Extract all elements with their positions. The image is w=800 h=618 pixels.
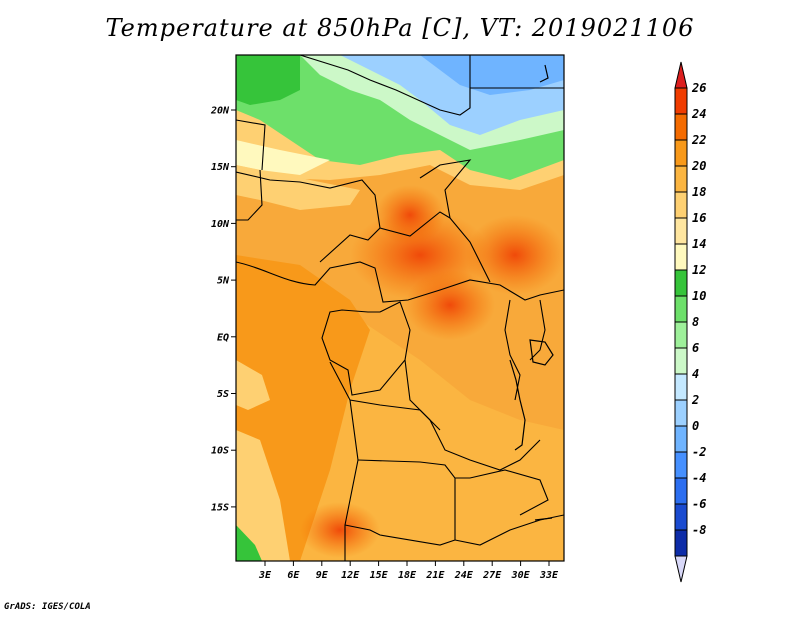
longitude-axis: 3E 6E 9E 12E 15E 18E 21E 24E 27E 30E 33E	[258, 561, 559, 581]
lat-label: 15N	[211, 162, 230, 173]
colorbar-label: 0	[692, 419, 699, 433]
lon-label: 21E	[425, 570, 445, 581]
colorbar-label: -4	[692, 471, 706, 485]
lat-label: EQ	[217, 332, 229, 343]
lon-label: 3E	[258, 570, 272, 581]
colorbar-label: 8	[692, 315, 699, 329]
colorbar-label: -8	[692, 523, 706, 537]
colorbar-swatch	[674, 373, 688, 401]
colorbar-swatch	[674, 477, 688, 505]
colorbar-label: 26	[691, 81, 706, 95]
colorbar-swatch	[674, 503, 688, 531]
colorbar-label: 20	[691, 159, 706, 173]
colorbar-label: 2	[691, 393, 699, 407]
colorbar-swatch	[674, 399, 688, 427]
temperature-field	[236, 55, 564, 561]
lon-label: 12E	[341, 570, 360, 581]
lat-label: 15S	[211, 502, 229, 513]
colorbar-swatch	[674, 529, 688, 557]
colorbar-swatch	[674, 191, 688, 219]
colorbar-swatch	[674, 243, 688, 271]
colorbar-label: 4	[692, 367, 699, 381]
colorbar-label: 22	[691, 133, 706, 147]
lon-label: 27E	[482, 570, 502, 581]
chart-title: Temperature at 850hPa [C], VT: 201902110…	[105, 14, 695, 42]
lat-label: 20N	[210, 106, 230, 117]
grads-credit: GrADS: IGES/COLA	[4, 602, 91, 612]
colorbar-swatch	[674, 347, 688, 375]
lakes	[509, 64, 554, 521]
colorbar-swatch	[674, 217, 688, 245]
lat-label: 5N	[217, 276, 230, 287]
lat-label: 10S	[211, 446, 229, 457]
colorbar-swatch	[674, 113, 688, 141]
colorbar-label: 18	[692, 185, 706, 199]
colorbar-bottom-arrow	[674, 555, 688, 583]
colorbar-label: 10	[692, 289, 706, 303]
lon-label: 18E	[398, 570, 417, 581]
colorbar-label: 16	[692, 211, 706, 225]
colorbar-swatch	[674, 87, 688, 115]
lon-label: 24E	[454, 570, 474, 581]
map-frame	[235, 54, 565, 562]
lon-label: 6E	[287, 570, 300, 581]
colorbar-label: 14	[692, 237, 706, 251]
colorbar-top-arrow	[674, 61, 688, 89]
colorbar-swatch	[674, 321, 688, 349]
lon-label: 30E	[511, 570, 531, 581]
colorbar-swatch	[674, 139, 688, 167]
colorbar-swatch	[674, 269, 688, 297]
colorbar-swatch	[674, 165, 688, 193]
colorbar-label: -6	[692, 497, 706, 511]
lat-label: 10N	[211, 219, 230, 230]
colorbar-label: 12	[692, 263, 706, 277]
colorbar-swatch	[674, 425, 688, 453]
colorbar-label: 6	[692, 341, 699, 355]
colorbar-label: 24	[691, 107, 706, 121]
lon-label: 33E	[539, 570, 559, 581]
lon-label: 15E	[370, 570, 389, 581]
latitude-axis: 20N 15N 10N 5N EQ 5S 10S 15S	[210, 106, 236, 513]
colorbar-label: -2	[692, 445, 706, 459]
colorbar-swatch	[674, 295, 688, 323]
colorbar-swatch	[674, 451, 688, 479]
country-borders	[236, 55, 564, 561]
lat-label: 5S	[217, 389, 229, 400]
map-figure: 20N 15N 10N 5N EQ 5S 10S 15S 3E 6E 9E 12E 15E 18E 21E…	[210, 54, 706, 583]
lon-label: 9E	[316, 570, 329, 581]
